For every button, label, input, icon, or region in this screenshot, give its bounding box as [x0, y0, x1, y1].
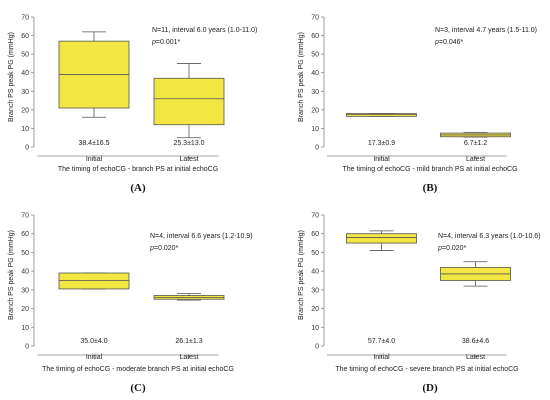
p-value-annotation: p=0.046*: [434, 39, 464, 46]
y-tick-label: 30: [311, 89, 319, 96]
y-tick-label: 10: [311, 325, 319, 332]
box-initial: [346, 230, 417, 251]
y-tick-label: 10: [21, 325, 29, 332]
x-axis-label: The timing of echoCG - mild branch PS at…: [342, 166, 517, 173]
y-tick-label: 50: [311, 250, 319, 257]
panel-label: (D): [422, 382, 438, 394]
p-value: =0.001*: [156, 39, 181, 46]
y-tick-label: 0: [315, 145, 319, 152]
y-tick-label: 40: [311, 70, 319, 77]
panel-a: Branch PS peak PG (mmHg) N=11, interval …: [8, 15, 257, 195]
x-category-label: Initial: [373, 354, 390, 361]
y-tick-label: 70: [21, 15, 29, 22]
x-axis-label: The timing of echoCG - moderate branch P…: [42, 366, 234, 373]
y-tick-label: 0: [25, 344, 29, 351]
x-category-label: Initial: [86, 156, 103, 163]
mean-sd-label: 6.7±1.2: [464, 140, 487, 147]
p-value-annotation: p=0.020*: [437, 245, 467, 252]
x-category-label: Latest: [179, 156, 198, 163]
panel-label: (C): [130, 382, 146, 394]
y-tick-label: 0: [315, 344, 319, 351]
iqr-box: [346, 113, 417, 117]
mean-sd-label: 26.1±1.3: [175, 338, 202, 345]
panel-b: Branch PS peak PG (mmHg) N=3, interval 4…: [298, 15, 537, 195]
p-value-prefix: p: [434, 39, 439, 46]
mean-sd-label: 25.3±13.0: [173, 140, 204, 147]
p-value: =0.020*: [154, 245, 179, 252]
mean-sd-label: 35.0±4.0: [80, 338, 107, 345]
sample-interval-annotation: N=4, interval 6.6 years (1.2-10.9): [150, 233, 253, 240]
y-tick-label: 70: [21, 213, 29, 220]
mean-sd-label: 38.6±4.6: [462, 338, 489, 345]
sample-interval-annotation: N=3, interval 4.7 years (1.5-11.0): [435, 27, 537, 34]
y-axis-label: Branch PS peak PG (mmHg): [8, 32, 15, 122]
mean-sd-label: 17.3±0.9: [368, 140, 395, 147]
y-tick-label: 50: [311, 52, 319, 59]
panel-label: (B): [423, 182, 438, 194]
y-axis-label: Branch PS peak PG (mmHg): [8, 230, 15, 320]
box-latest: [153, 63, 225, 139]
y-tick-label: 20: [311, 306, 319, 313]
y-tick-label: 50: [21, 52, 29, 59]
y-axis-label: Branch PS peak PG (mmHg): [298, 32, 305, 122]
y-tick-label: 30: [311, 287, 319, 294]
p-value-annotation: p=0.020*: [149, 245, 179, 252]
y-tick-label: 50: [21, 250, 29, 257]
x-category-label: Latest: [466, 354, 485, 361]
box-initial: [58, 31, 130, 118]
iqr-box: [346, 233, 417, 244]
y-tick-label: 40: [311, 269, 319, 276]
y-tick-label: 20: [311, 107, 319, 114]
p-value: =0.046*: [439, 39, 464, 46]
panel-label: (A): [130, 182, 146, 194]
x-category-label: Latest: [466, 156, 485, 163]
box-initial: [346, 113, 417, 117]
box-initial: [58, 272, 130, 290]
y-tick-label: 30: [21, 89, 29, 96]
p-value-annotation: p=0.001*: [151, 39, 181, 46]
p-value-prefix: p: [437, 245, 442, 252]
mean-sd-label: 57.7±4.0: [368, 338, 395, 345]
mean-sd-label: 38.4±16.5: [78, 140, 109, 147]
box-latest: [153, 293, 225, 301]
y-tick-label: 60: [311, 231, 319, 238]
p-value: =0.020*: [442, 245, 467, 252]
y-tick-label: 60: [21, 33, 29, 40]
y-tick-label: 60: [21, 231, 29, 238]
y-tick-label: 40: [21, 70, 29, 77]
sample-interval-annotation: N=11, interval 6.0 years (1.0-11.0): [152, 27, 257, 34]
x-category-label: Initial: [373, 156, 390, 163]
y-tick-label: 10: [21, 126, 29, 133]
p-value-prefix: p: [149, 245, 154, 252]
y-axis-label: Branch PS peak PG (mmHg): [298, 230, 305, 320]
x-axis-label: The timing of echoCG - severe branch PS …: [335, 366, 518, 373]
box-latest: [440, 132, 511, 138]
y-tick-label: 70: [311, 213, 319, 220]
y-tick-label: 20: [21, 306, 29, 313]
y-tick-label: 0: [25, 145, 29, 152]
y-tick-label: 30: [21, 287, 29, 294]
panel-c: Branch PS peak PG (mmHg) N=4, interval 6…: [8, 213, 253, 395]
x-category-label: Initial: [86, 354, 103, 361]
y-tick-label: 40: [21, 269, 29, 276]
box-latest: [440, 261, 511, 287]
panel-d: Branch PS peak PG (mmHg) N=4, interval 6…: [298, 213, 541, 395]
x-category-label: Latest: [179, 354, 198, 361]
iqr-box: [153, 77, 225, 126]
y-tick-label: 60: [311, 33, 319, 40]
y-tick-label: 20: [21, 107, 29, 114]
x-axis-label: The timing of echoCG - branch PS at init…: [58, 166, 218, 173]
sample-interval-annotation: N=4, interval 6.3 years (1.0-10.6): [438, 233, 541, 240]
iqr-box: [58, 272, 130, 290]
p-value-prefix: p: [151, 39, 156, 46]
y-tick-label: 10: [311, 126, 319, 133]
y-tick-label: 70: [311, 15, 319, 22]
